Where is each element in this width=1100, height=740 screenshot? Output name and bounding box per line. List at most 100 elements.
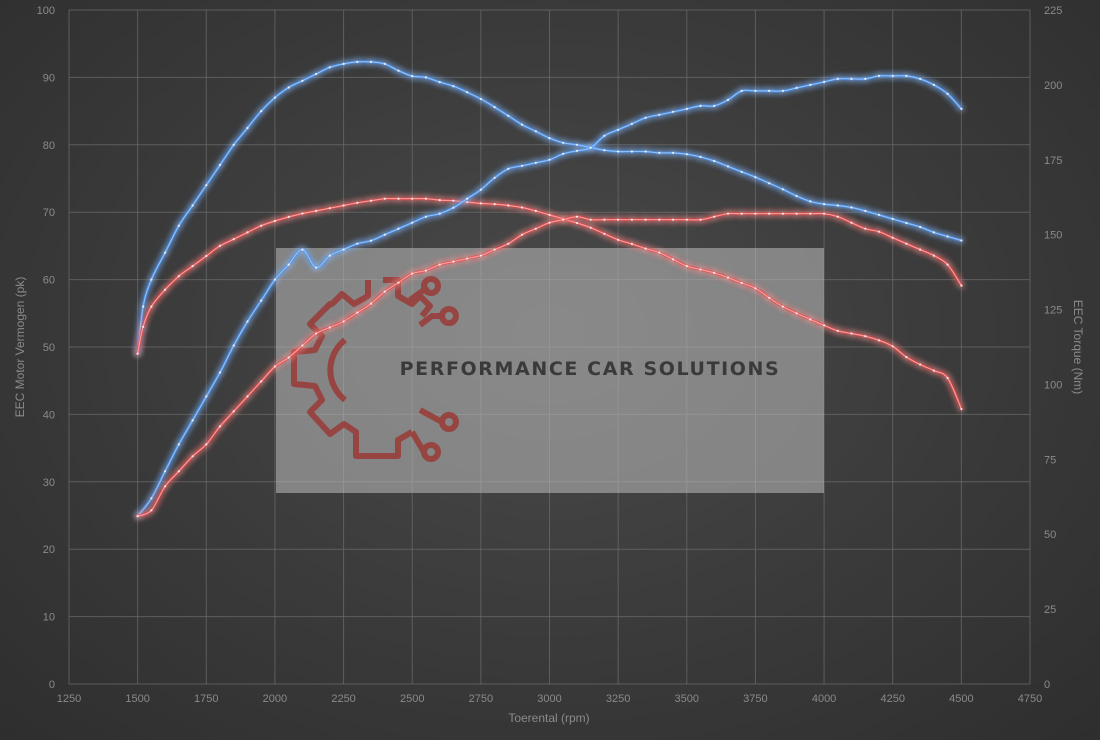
data-point bbox=[232, 143, 235, 146]
data-point bbox=[301, 212, 304, 215]
y-axis-right-label: EEC Torque (Nm) bbox=[1071, 300, 1085, 394]
data-point bbox=[273, 278, 276, 281]
series-line bbox=[137, 197, 962, 410]
data-point bbox=[548, 213, 551, 216]
gear-circuit-icon bbox=[291, 276, 459, 462]
data-point bbox=[411, 75, 414, 78]
data-point bbox=[932, 231, 936, 234]
data-point bbox=[754, 212, 757, 215]
data-point bbox=[946, 235, 949, 238]
x-tick-label: 1500 bbox=[125, 693, 149, 705]
data-point bbox=[142, 325, 145, 328]
x-tick-label: 3000 bbox=[537, 693, 561, 705]
data-point bbox=[191, 204, 194, 207]
series-3 bbox=[136, 211, 963, 518]
data-point bbox=[452, 85, 455, 88]
watermark-text: PERFORMANCE CAR SOLUTIONS bbox=[400, 358, 781, 380]
data-point bbox=[150, 509, 153, 512]
data-point bbox=[301, 248, 304, 251]
data-point bbox=[809, 200, 812, 203]
watermark: PERFORMANCE CAR SOLUTIONS bbox=[276, 248, 824, 493]
data-point bbox=[795, 212, 798, 215]
data-point bbox=[136, 352, 139, 355]
data-point bbox=[685, 265, 688, 268]
data-point bbox=[781, 212, 785, 215]
data-point bbox=[520, 206, 524, 209]
data-point bbox=[369, 302, 373, 305]
data-point bbox=[520, 123, 524, 126]
data-point bbox=[905, 221, 908, 225]
y-left-tick-label: 10 bbox=[43, 612, 55, 624]
data-point bbox=[438, 81, 441, 84]
data-point bbox=[644, 218, 647, 221]
data-point bbox=[891, 345, 894, 348]
data-point bbox=[932, 254, 936, 257]
data-point bbox=[726, 165, 730, 168]
data-point bbox=[411, 272, 414, 275]
data-point bbox=[672, 218, 675, 221]
data-point bbox=[809, 318, 812, 321]
data-point bbox=[575, 215, 579, 218]
data-point bbox=[877, 74, 881, 77]
data-point bbox=[740, 212, 743, 215]
data-point bbox=[617, 150, 620, 153]
data-point bbox=[603, 232, 606, 235]
y-right-tick-label: 225 bbox=[1044, 5, 1062, 17]
data-point bbox=[713, 215, 716, 218]
data-point bbox=[919, 248, 922, 251]
data-point bbox=[781, 188, 785, 191]
data-point bbox=[328, 326, 331, 329]
y-left-tick-label: 40 bbox=[43, 409, 55, 421]
data-point bbox=[369, 60, 373, 64]
data-point bbox=[932, 369, 936, 372]
y-right-tick-label: 200 bbox=[1044, 80, 1062, 92]
data-point bbox=[205, 254, 208, 258]
data-point bbox=[424, 269, 427, 272]
data-point bbox=[754, 176, 757, 179]
series-1 bbox=[136, 197, 963, 411]
y-right-tick-label: 75 bbox=[1044, 454, 1056, 466]
y-left-tick-label: 90 bbox=[43, 72, 55, 84]
x-axis-label: Toerental (rpm) bbox=[508, 711, 589, 725]
data-point bbox=[864, 227, 867, 230]
data-point bbox=[273, 365, 276, 368]
data-point bbox=[823, 212, 826, 215]
data-point bbox=[685, 107, 688, 110]
data-point bbox=[466, 257, 469, 260]
data-point bbox=[946, 263, 949, 266]
data-point bbox=[493, 248, 496, 251]
data-point bbox=[960, 239, 963, 242]
data-point bbox=[534, 209, 537, 212]
data-point bbox=[658, 113, 661, 116]
y-right-tick-label: 125 bbox=[1044, 305, 1062, 317]
data-point bbox=[424, 197, 427, 200]
data-point bbox=[191, 419, 194, 422]
y-left-tick-label: 60 bbox=[43, 275, 55, 287]
data-point bbox=[534, 130, 537, 133]
y-left-tick-label: 0 bbox=[49, 679, 55, 691]
data-point bbox=[479, 97, 482, 101]
data-point bbox=[672, 110, 675, 113]
data-point bbox=[287, 263, 290, 266]
data-point bbox=[301, 344, 304, 347]
data-point bbox=[452, 260, 455, 263]
data-point bbox=[768, 182, 771, 185]
data-point bbox=[740, 170, 743, 173]
data-point bbox=[164, 251, 167, 254]
y-right-tick-label: 0 bbox=[1044, 679, 1050, 691]
data-point bbox=[630, 150, 634, 153]
data-point bbox=[534, 227, 537, 230]
data-point bbox=[397, 197, 400, 200]
data-point bbox=[397, 227, 400, 230]
data-point bbox=[740, 89, 743, 92]
data-point bbox=[287, 86, 290, 89]
x-tick-label: 1250 bbox=[57, 693, 81, 705]
data-point bbox=[946, 376, 949, 380]
data-point bbox=[342, 320, 345, 323]
data-point bbox=[726, 276, 730, 279]
data-point bbox=[768, 89, 771, 92]
data-point bbox=[342, 204, 345, 207]
data-point bbox=[328, 254, 331, 257]
data-point bbox=[191, 455, 194, 458]
data-point bbox=[246, 395, 249, 398]
